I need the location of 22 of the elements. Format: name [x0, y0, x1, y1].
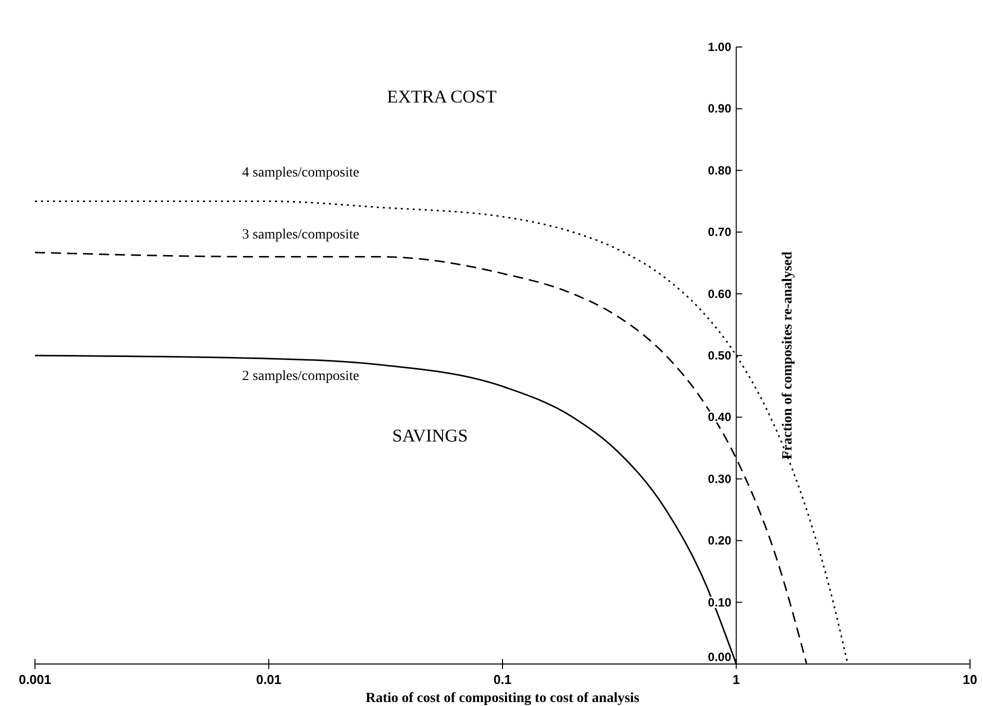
y-tick-label: 0.60: [708, 286, 732, 301]
series-label: 2 samples/composite: [242, 369, 360, 384]
x-tick-label: 0.1: [493, 672, 512, 687]
annotation: SAVINGS: [392, 426, 468, 446]
y-tick-label: 1.00: [708, 40, 732, 54]
y-tick-label: 0.70: [708, 225, 732, 240]
x-tick-label: 0.001: [18, 672, 52, 687]
y-tick-label: 0.40: [708, 410, 732, 424]
x-tick-label: 10: [962, 672, 978, 687]
y-tick-label: 0.00: [708, 650, 732, 664]
x-tick-label: 0.01: [256, 672, 282, 687]
y-tick-label: 0.30: [708, 472, 732, 486]
y-tick-label: 0.90: [708, 102, 732, 116]
y-tick-label: 0.80: [708, 163, 732, 178]
x-axis-title: Ratio of cost of compositing to cost of analysis: [366, 691, 640, 706]
y-tick-label: 0.20: [708, 534, 732, 548]
x-tick-label: 1: [732, 672, 740, 687]
y-axis-title: Fraction of composites re-analysed: [780, 251, 796, 460]
series-label: 4 samples/composite: [242, 166, 360, 181]
annotation: EXTRA COST: [387, 86, 497, 106]
series-label: 3 samples/composite: [242, 227, 360, 242]
y-tick-label: 0.50: [708, 348, 732, 362]
